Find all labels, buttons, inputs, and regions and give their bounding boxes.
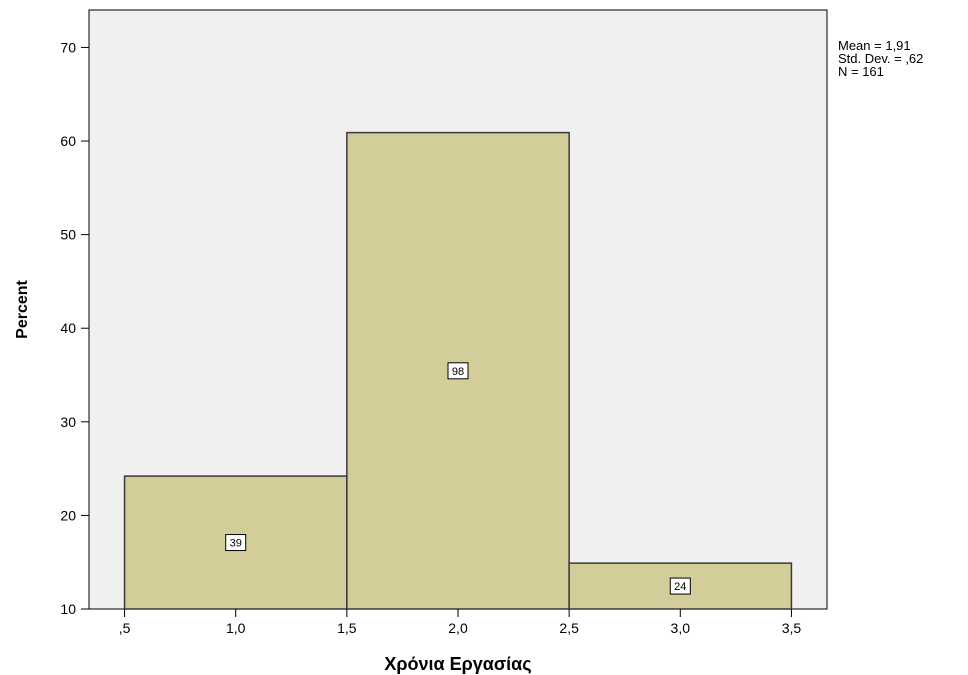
y-tick-label-30: 30 [60, 414, 76, 430]
y-tick-label-70: 70 [60, 39, 76, 55]
x-axis-title: Χρόνια Εργασίας [384, 654, 531, 674]
x-tick-label-1: 1,0 [226, 620, 246, 636]
y-tick-label-40: 40 [60, 320, 76, 336]
y-axis: 10 20 30 40 50 60 70 [60, 39, 89, 617]
x-tick-label-0: ,5 [119, 620, 131, 636]
y-axis-title: Percent [14, 279, 31, 338]
count-label-box-1 [225, 534, 247, 552]
y-tick-label-10: 10 [60, 601, 76, 617]
count-label-1: 39 [230, 538, 242, 550]
x-tick-label-2: 1,5 [337, 620, 357, 636]
x-tick-label-3: 2,0 [448, 620, 468, 636]
y-tick-label-60: 60 [60, 133, 76, 149]
x-tick-label-6: 3,5 [782, 620, 802, 636]
count-label-box-3 [669, 577, 691, 595]
count-label-3: 24 [674, 581, 686, 593]
y-tick-label-20: 20 [60, 507, 76, 523]
count-label-box-2 [447, 362, 469, 380]
x-axis: ,5 1,0 1,5 2,0 2,5 3,0 3,5 [119, 609, 802, 636]
count-labels-group: 39 98 24 [225, 362, 691, 595]
stat-line-1: Mean = 1,91 [838, 38, 911, 53]
x-tick-label-4: 2,5 [559, 620, 579, 636]
count-label-2: 98 [452, 366, 464, 378]
x-tick-label-5: 3,0 [671, 620, 691, 636]
y-tick-label-50: 50 [60, 227, 76, 243]
stat-line-2: Std. Dev. = ,62 [838, 51, 923, 66]
stat-line-3: N = 161 [838, 64, 884, 79]
